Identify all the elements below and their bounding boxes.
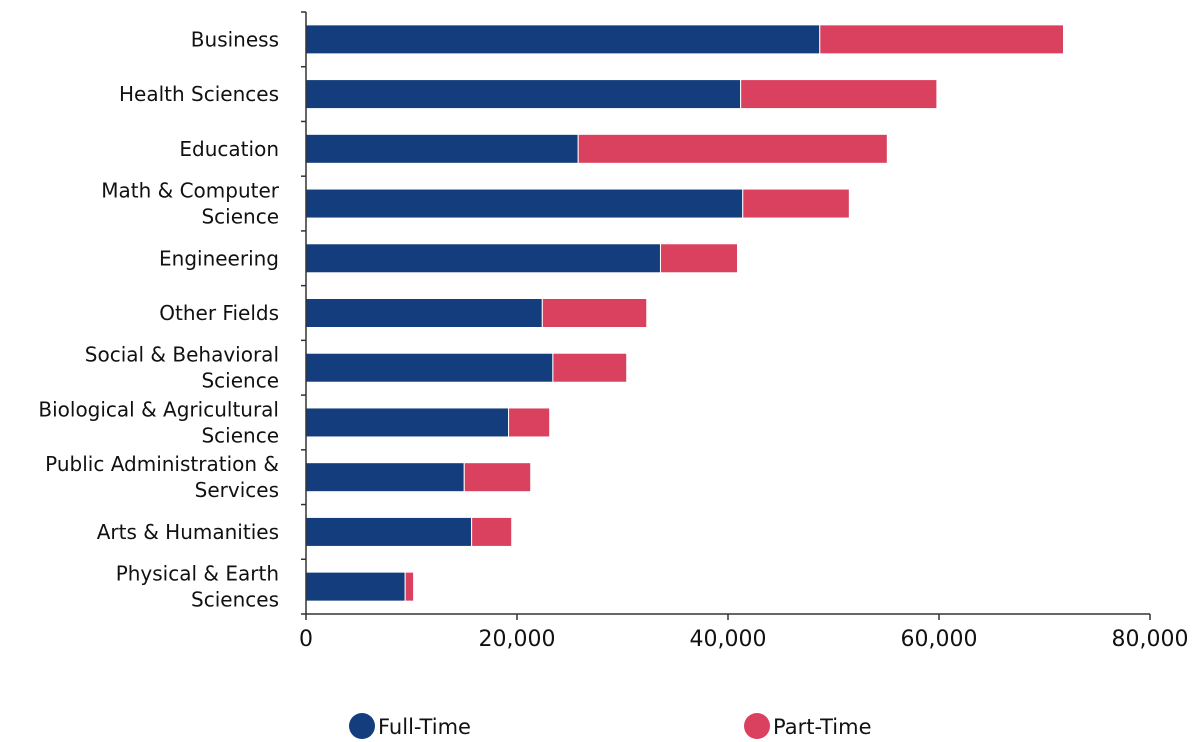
category-label: Social & Behavioral Science <box>85 343 279 393</box>
x-tick-label: 20,000 <box>479 627 556 652</box>
bar-full-time-3 <box>305 188 744 219</box>
bar-full-time-10 <box>305 571 406 602</box>
category-label: Arts & Humanities <box>97 520 279 544</box>
category-label: Other Fields <box>159 301 279 325</box>
category-label: Biological & Agricultural Science <box>38 397 279 447</box>
bar-part-time-5 <box>541 298 648 328</box>
bar-part-time-7 <box>508 407 551 438</box>
bar-part-time-8 <box>463 462 532 493</box>
bar-full-time-1 <box>305 79 742 110</box>
x-axis-ticks: 0 20,000 40,000 60,000 80,000 <box>299 614 1188 652</box>
bar-full-time-6 <box>305 352 554 383</box>
category-label: Education <box>179 137 279 161</box>
legend: Full-Time Part-Time <box>349 713 872 739</box>
legend-swatch-part-time <box>744 713 770 739</box>
bar-part-time-3 <box>742 188 850 219</box>
x-tick-label: 80,000 <box>1112 627 1189 652</box>
bar-part-time-0 <box>819 24 1064 55</box>
category-label: Business <box>191 27 279 51</box>
category-label: Engineering <box>159 246 279 270</box>
category-label: Physical & Earth Sciences <box>116 562 279 612</box>
legend-swatch-full-time <box>349 713 375 739</box>
x-tick-label: 0 <box>299 627 313 652</box>
bar-full-time-2 <box>305 133 579 164</box>
bar-part-time-2 <box>577 133 888 164</box>
x-tick-label: 40,000 <box>690 627 767 652</box>
bar-full-time-5 <box>305 298 543 328</box>
bar-full-time-0 <box>305 24 821 55</box>
category-label: Health Sciences <box>119 82 279 106</box>
bar-full-time-9 <box>305 516 473 547</box>
legend-label-full-time: Full-Time <box>378 715 471 739</box>
legend-label-part-time: Part-Time <box>773 715 872 739</box>
bar-part-time-9 <box>471 516 513 547</box>
bar-part-time-10 <box>404 571 415 602</box>
bar-part-time-1 <box>740 79 938 110</box>
category-label: Public Administration & Services <box>45 452 279 502</box>
bar-part-time-4 <box>659 243 738 274</box>
bar-full-time-7 <box>305 407 510 438</box>
category-labels: Business Health Sciences Education Math & C… <box>38 27 279 611</box>
bar-full-time-8 <box>305 462 465 493</box>
category-label: Math & Computer Science <box>101 179 280 229</box>
x-tick-label: 60,000 <box>901 627 978 652</box>
bar-part-time-6 <box>552 352 628 383</box>
bars-layer <box>305 24 1064 602</box>
bar-full-time-4 <box>305 243 661 274</box>
